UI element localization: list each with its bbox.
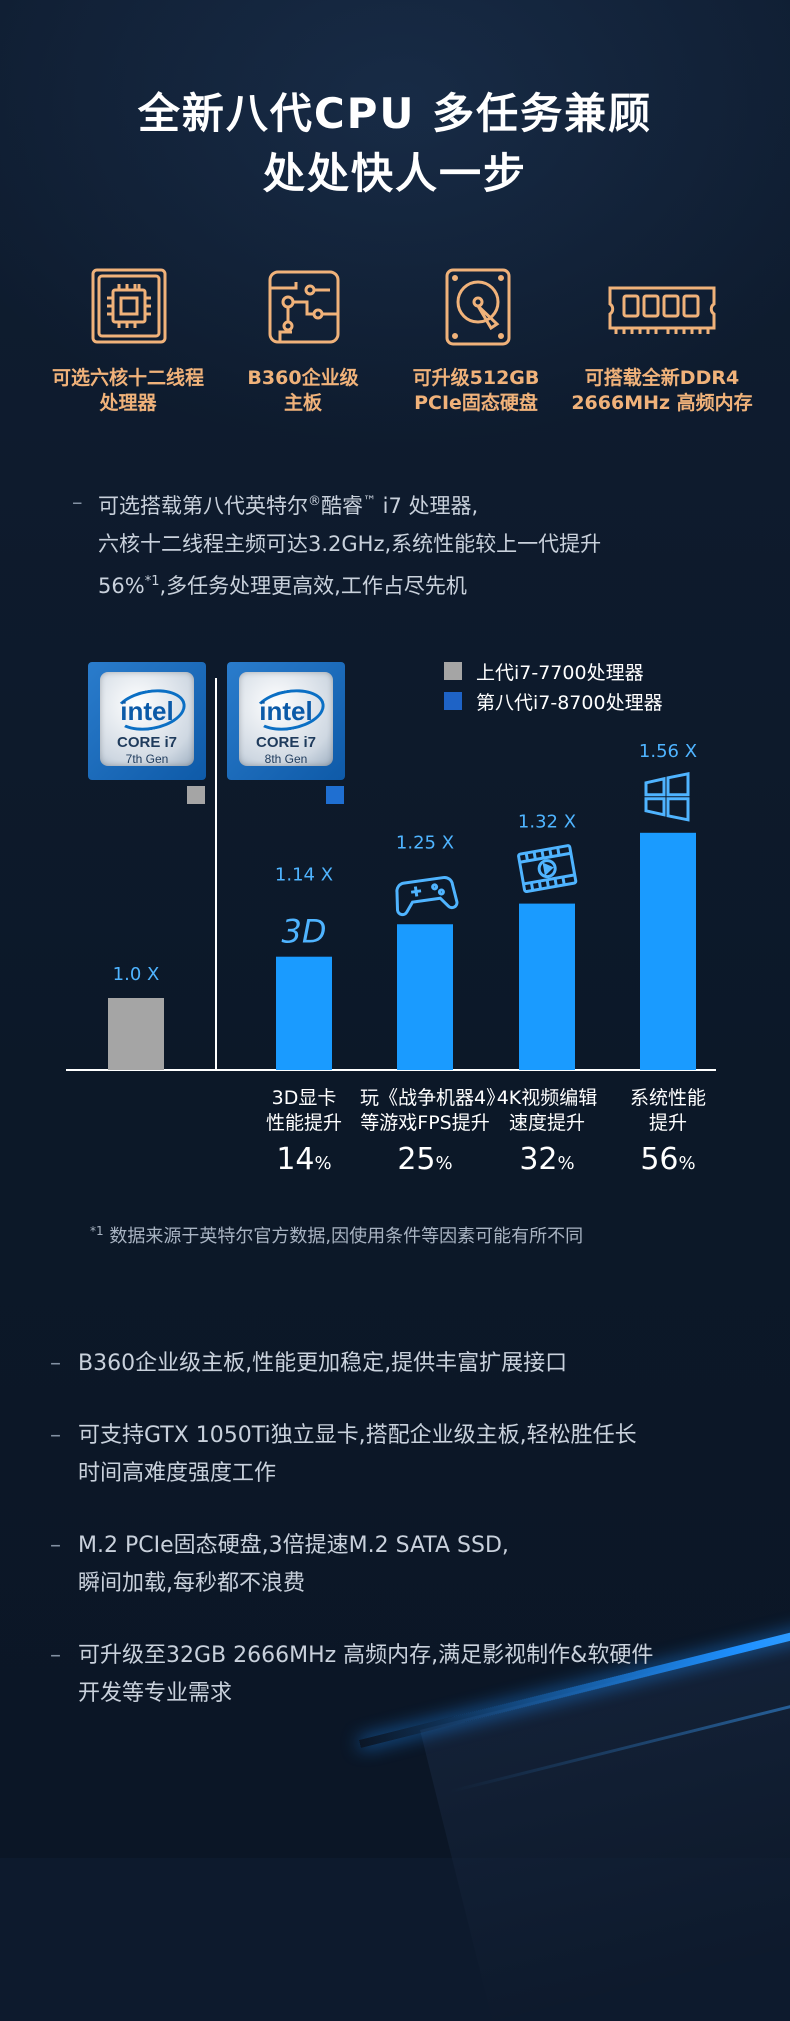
- bar-value-label: 1.14 X: [275, 865, 333, 886]
- bullet-item-memory: – 可升级至32GB 2666MHz 高频内存,满足影视制作&软硬件 开发等专业…: [50, 1643, 654, 1706]
- bar-value-label: 1.32 X: [518, 812, 576, 833]
- feature-cpu: 可选六核十二线程 处理器: [33, 262, 223, 416]
- chip-core-label: CORE i7: [116, 734, 177, 751]
- performance-bar-chart: 1.0 X 1.14 X 1.25 X 1.32 X 1.56 X 3D: [66, 678, 716, 1071]
- feature-label-line2: PCIe固态硬盘: [414, 392, 538, 414]
- 3d-text-icon: 3D: [282, 913, 327, 951]
- intro-line1: 可选搭载第八代英特尔®酷睿™ i7 处理器,: [98, 494, 479, 518]
- intro-line2: 六核十二线程主频可达3.2GHz,系统性能较上一代提升: [98, 532, 602, 556]
- feature-label-line1: 可选六核十二线程: [51, 367, 204, 389]
- bullet-item-gpu: – 可支持GTX 1050Ti独立显卡,搭配企业级主板,轻松胜任长 时间高难度强…: [50, 1423, 637, 1486]
- bullet-item-motherboard: – B360企业级主板,性能更加稳定,提供丰富扩展接口: [50, 1351, 568, 1376]
- cpu-chip-icon: [91, 268, 167, 344]
- intro-line3: 56%*1,多任务处理更高效,工作占尽先机: [98, 574, 467, 598]
- chart-category-label: 玩《战争机器4》 等游戏FPS提升: [360, 1087, 506, 1134]
- chip-7th-gen-swatch: [187, 786, 205, 804]
- legend-item-previous-gen: 上代i7-7700处理器: [444, 656, 663, 686]
- legend-label: 上代i7-7700处理器: [476, 661, 644, 684]
- chart-percent-increase: 25%: [397, 1142, 453, 1177]
- legend-swatch: [444, 662, 462, 680]
- legend-swatch: [444, 692, 462, 710]
- page-title-line2: 处处快人一步: [262, 149, 527, 198]
- intel-logo-text: intel: [259, 696, 313, 726]
- hard-disk-icon: [445, 268, 511, 346]
- 3d-icon-text: 3D: [282, 913, 327, 951]
- chip-gen-label: 7th Gen: [125, 752, 169, 766]
- feature-label-line2: 2666MHz 高频内存: [571, 392, 753, 414]
- chart-percent-increase: 32%: [519, 1142, 575, 1177]
- windows-logo-icon: [644, 771, 690, 822]
- page-title-line1: 全新八代CPU 多任务兼顾: [137, 89, 653, 138]
- intel-core-i7-8th-gen-badge: intel CORE i7 8th Gen: [227, 662, 345, 780]
- footnote: *1 数据来源于英特尔官方数据,因使用条件等因素可能有所不同: [90, 1224, 584, 1247]
- chart-bar: [640, 832, 696, 1070]
- feature-label-line1: B360企业级: [247, 367, 359, 389]
- bar-value-label: 1.56 X: [639, 741, 697, 762]
- bar-value-label: 1.0 X: [113, 964, 160, 985]
- feature-bullet-list: – B360企业级主板,性能更加稳定,提供丰富扩展接口 – 可支持GTX 105…: [50, 1345, 750, 1713]
- feature-label-line2: 主板: [283, 392, 322, 414]
- feature-ssd: 可升级512GB PCIe固态硬盘: [381, 262, 571, 416]
- chart-percent-increase: 14%: [276, 1142, 332, 1177]
- motherboard-icon: [268, 270, 340, 344]
- memory-module-icon: [608, 286, 716, 334]
- chip-8th-gen-swatch: [326, 786, 344, 804]
- chart-bar: [519, 903, 575, 1070]
- chip-gen-label: 8th Gen: [264, 752, 308, 766]
- legend-item-8th-gen: 第八代i7-8700处理器: [444, 686, 663, 716]
- chart-percent-increase: 56%: [640, 1142, 696, 1177]
- chart-bar: [397, 924, 453, 1070]
- chart-bar: [276, 956, 332, 1070]
- gamepad-icon: [395, 876, 459, 917]
- intel-logo-text: intel: [120, 696, 174, 726]
- bullet-item-ssd: – M.2 PCIe固态硬盘,3倍提速M.2 SATA SSD, 瞬间加载,每秒…: [50, 1533, 509, 1596]
- video-film-icon: [517, 844, 578, 893]
- chart-category-label: 3D显卡 性能提升: [265, 1087, 342, 1134]
- feature-memory: 可搭载全新DDR4 2666MHz 高频内存: [567, 262, 757, 416]
- chip-core-label: CORE i7: [255, 734, 316, 751]
- chart-category-label: 4K视频编辑 速度提升: [496, 1087, 598, 1134]
- feature-label-line2: 处理器: [99, 392, 157, 414]
- intro-paragraph: – 可选搭载第八代英特尔®酷睿™ i7 处理器, 六核十二线程主频可达3.2GH…: [72, 483, 601, 605]
- feature-label-line1: 可搭载全新DDR4: [584, 367, 740, 389]
- chart-legend: 上代i7-7700处理器 第八代i7-8700处理器: [444, 656, 663, 716]
- feature-motherboard: B360企业级 主板: [208, 262, 398, 416]
- chart-bar: [108, 998, 164, 1070]
- legend-label: 第八代i7-8700处理器: [476, 691, 663, 714]
- feature-label-line1: 可升级512GB: [412, 367, 540, 389]
- intel-core-i7-7th-gen-badge: intel CORE i7 7th Gen: [88, 662, 206, 780]
- chart-category-label: 系统性能 提升: [629, 1087, 706, 1134]
- dash-marker: –: [72, 490, 83, 514]
- bar-value-label: 1.25 X: [396, 832, 454, 853]
